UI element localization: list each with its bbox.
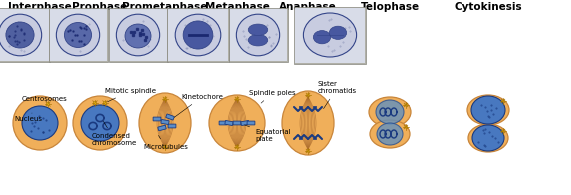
Circle shape	[502, 100, 504, 102]
Ellipse shape	[57, 14, 100, 56]
Text: Microtubules: Microtubules	[143, 135, 188, 150]
Ellipse shape	[236, 14, 280, 56]
Text: Centrosomes: Centrosomes	[22, 96, 68, 102]
FancyBboxPatch shape	[233, 121, 241, 125]
FancyBboxPatch shape	[294, 6, 366, 64]
Ellipse shape	[13, 96, 67, 150]
Text: Sister
chromatids: Sister chromatids	[318, 81, 357, 109]
FancyBboxPatch shape	[225, 121, 233, 126]
FancyBboxPatch shape	[167, 8, 229, 62]
Text: Cytokinesis: Cytokinesis	[454, 2, 522, 12]
Circle shape	[104, 102, 106, 104]
Text: Equatorial
plate: Equatorial plate	[244, 125, 291, 142]
Circle shape	[307, 94, 309, 96]
Circle shape	[405, 126, 407, 128]
FancyBboxPatch shape	[166, 114, 174, 120]
Ellipse shape	[22, 106, 58, 140]
FancyBboxPatch shape	[49, 8, 107, 62]
FancyBboxPatch shape	[219, 121, 227, 125]
Circle shape	[236, 98, 238, 100]
Ellipse shape	[313, 31, 331, 44]
Text: Nucleus: Nucleus	[14, 113, 42, 122]
Ellipse shape	[377, 123, 403, 145]
Ellipse shape	[370, 120, 410, 148]
Text: Telophase: Telophase	[360, 2, 420, 12]
FancyBboxPatch shape	[230, 9, 287, 61]
FancyBboxPatch shape	[108, 8, 167, 62]
Circle shape	[164, 146, 166, 148]
Ellipse shape	[248, 35, 268, 46]
FancyBboxPatch shape	[228, 8, 288, 62]
Ellipse shape	[65, 22, 91, 47]
Text: Anaphase: Anaphase	[279, 2, 337, 12]
Text: Condensed
chromosome: Condensed chromosome	[92, 121, 137, 146]
FancyBboxPatch shape	[161, 120, 169, 124]
Circle shape	[405, 104, 407, 106]
Circle shape	[502, 130, 504, 132]
FancyBboxPatch shape	[110, 9, 167, 61]
Ellipse shape	[471, 96, 505, 124]
Circle shape	[307, 150, 309, 152]
FancyBboxPatch shape	[0, 9, 49, 61]
Ellipse shape	[125, 24, 151, 48]
Ellipse shape	[282, 91, 334, 155]
Ellipse shape	[472, 125, 504, 151]
Ellipse shape	[467, 95, 509, 125]
Circle shape	[94, 102, 96, 104]
FancyBboxPatch shape	[153, 117, 161, 121]
Ellipse shape	[376, 100, 404, 124]
FancyBboxPatch shape	[158, 125, 166, 131]
Text: Kinetochore: Kinetochore	[174, 94, 223, 117]
FancyBboxPatch shape	[168, 124, 176, 128]
Ellipse shape	[139, 93, 191, 153]
Circle shape	[236, 146, 238, 148]
Ellipse shape	[468, 124, 508, 152]
Text: Prometaphase: Prometaphase	[122, 2, 208, 12]
Text: Prophase: Prophase	[73, 2, 128, 12]
FancyBboxPatch shape	[247, 121, 255, 125]
Ellipse shape	[209, 95, 265, 151]
Ellipse shape	[175, 14, 221, 56]
Ellipse shape	[329, 26, 347, 39]
Circle shape	[164, 98, 166, 100]
Ellipse shape	[116, 14, 160, 56]
Text: Interphase: Interphase	[8, 2, 72, 12]
Ellipse shape	[248, 24, 268, 35]
Text: Mitotic spindle: Mitotic spindle	[105, 88, 156, 102]
FancyBboxPatch shape	[295, 7, 365, 63]
Ellipse shape	[81, 105, 119, 141]
Ellipse shape	[73, 96, 127, 150]
FancyBboxPatch shape	[0, 8, 50, 62]
Ellipse shape	[183, 21, 213, 49]
Ellipse shape	[6, 22, 34, 48]
Ellipse shape	[369, 97, 411, 127]
Ellipse shape	[303, 13, 357, 57]
FancyBboxPatch shape	[241, 121, 249, 126]
Text: Spindle poles: Spindle poles	[249, 90, 296, 103]
Text: Metaphase: Metaphase	[204, 2, 270, 12]
Circle shape	[47, 103, 49, 105]
FancyBboxPatch shape	[50, 9, 107, 61]
Ellipse shape	[0, 14, 42, 56]
FancyBboxPatch shape	[168, 9, 228, 61]
